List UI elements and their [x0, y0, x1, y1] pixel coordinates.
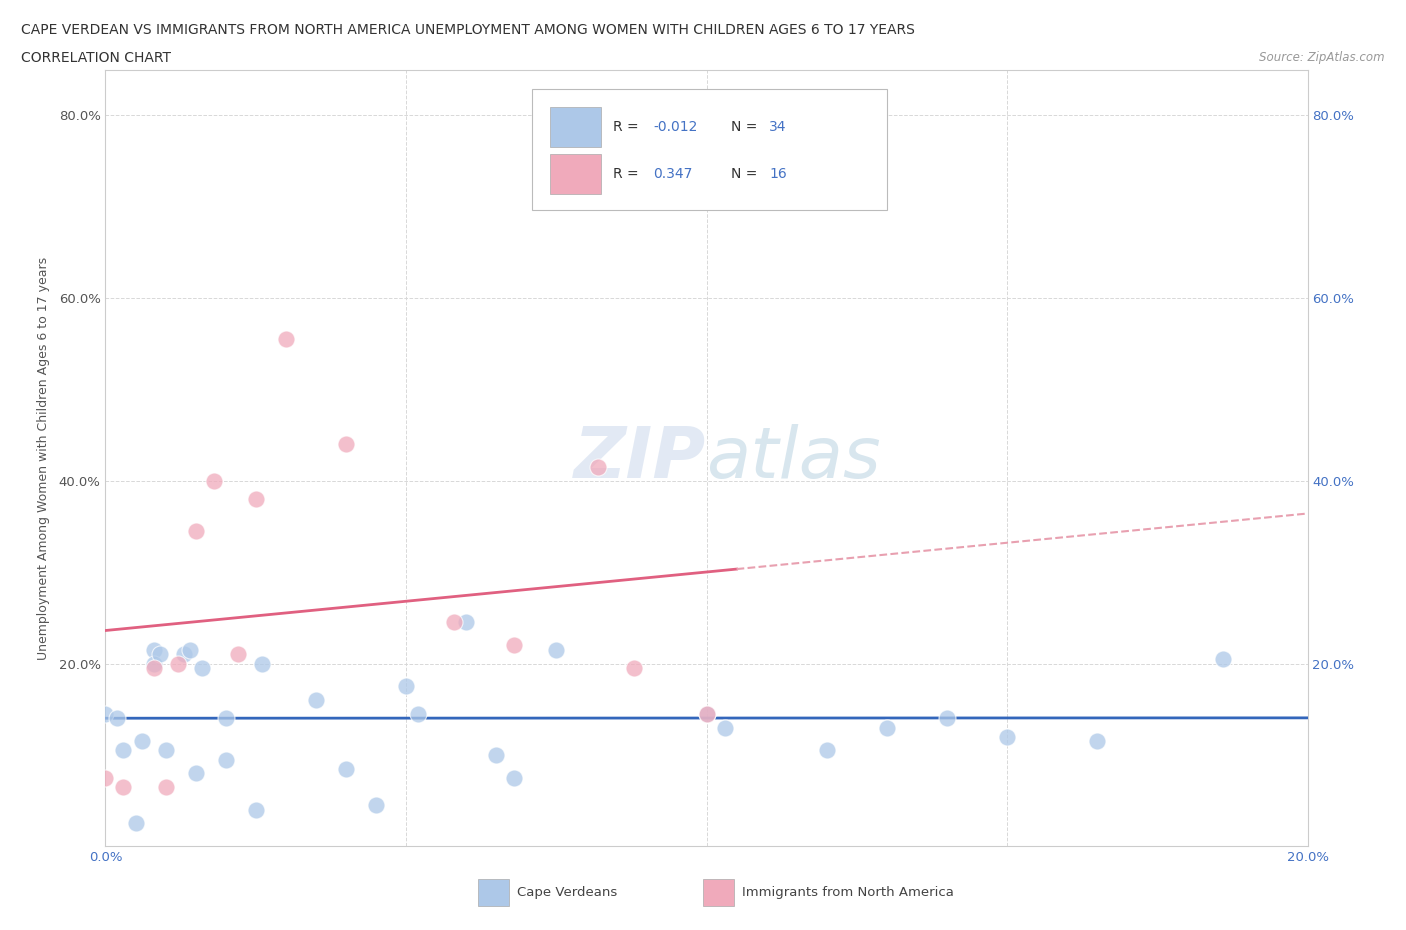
Point [696, 707, 718, 722]
Bar [703, 879, 734, 906]
Point [503, 638, 526, 653]
Point [1085, 734, 1108, 749]
Text: Cape Verdeans: Cape Verdeans [517, 886, 617, 898]
Point [454, 615, 477, 630]
Point [226, 647, 249, 662]
Point [190, 660, 212, 675]
Point [245, 492, 267, 507]
Point [1212, 652, 1234, 667]
Point [335, 761, 357, 776]
Point [250, 657, 273, 671]
Text: N =: N = [731, 166, 761, 180]
Point [876, 720, 898, 735]
Point [148, 647, 170, 662]
FancyBboxPatch shape [550, 107, 600, 148]
Point [335, 437, 357, 452]
Point [94, 770, 117, 785]
Point [142, 643, 165, 658]
Point [94, 707, 117, 722]
Point [142, 657, 165, 671]
Bar [478, 879, 509, 906]
Text: -0.012: -0.012 [654, 120, 697, 134]
Y-axis label: Unemployment Among Women with Children Ages 6 to 17 years: Unemployment Among Women with Children A… [37, 257, 51, 659]
Point [696, 707, 718, 722]
Point [305, 693, 328, 708]
Point [179, 643, 201, 658]
Point [588, 459, 610, 474]
Point [623, 660, 645, 675]
Point [184, 524, 207, 538]
Point [124, 816, 146, 830]
Point [485, 748, 508, 763]
Text: 0.347: 0.347 [654, 166, 693, 180]
Point [214, 711, 236, 725]
Text: CAPE VERDEAN VS IMMIGRANTS FROM NORTH AMERICA UNEMPLOYMENT AMONG WOMEN WITH CHIL: CAPE VERDEAN VS IMMIGRANTS FROM NORTH AM… [21, 23, 915, 37]
Text: ZIP: ZIP [574, 423, 707, 493]
Point [112, 743, 135, 758]
Point [166, 657, 188, 671]
Text: CORRELATION CHART: CORRELATION CHART [21, 51, 172, 65]
Point [131, 734, 153, 749]
Point [214, 752, 236, 767]
Point [936, 711, 959, 725]
FancyBboxPatch shape [550, 153, 600, 194]
Point [155, 779, 177, 794]
Text: R =: R = [613, 120, 643, 134]
Point [546, 643, 568, 658]
Point [364, 798, 387, 813]
Text: 16: 16 [769, 166, 787, 180]
Point [815, 743, 838, 758]
Point [503, 770, 526, 785]
Point [406, 707, 429, 722]
Point [395, 679, 418, 694]
Point [274, 332, 297, 347]
Point [112, 779, 135, 794]
Point [245, 803, 267, 817]
Text: 34: 34 [769, 120, 786, 134]
Point [202, 473, 225, 488]
Point [107, 711, 129, 725]
Point [173, 647, 195, 662]
FancyBboxPatch shape [533, 89, 887, 209]
Point [142, 660, 165, 675]
Point [713, 720, 735, 735]
Text: N =: N = [731, 120, 761, 134]
Point [155, 743, 177, 758]
Point [995, 729, 1018, 744]
Text: R =: R = [613, 166, 647, 180]
Point [443, 615, 465, 630]
Text: Immigrants from North America: Immigrants from North America [742, 886, 955, 898]
Text: atlas: atlas [707, 423, 882, 493]
Point [184, 765, 207, 780]
Text: Source: ZipAtlas.com: Source: ZipAtlas.com [1260, 51, 1385, 64]
